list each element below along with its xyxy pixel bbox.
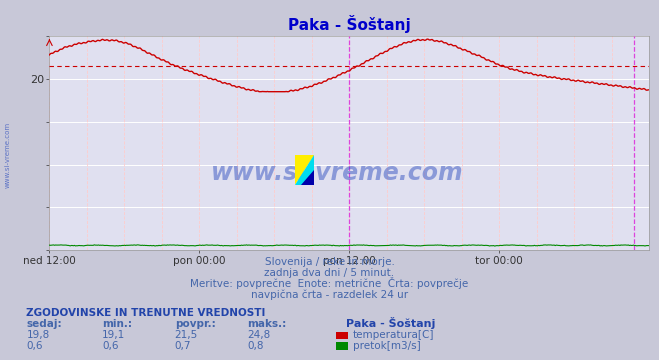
- Text: www.si-vreme.com: www.si-vreme.com: [4, 122, 11, 188]
- Text: zadnja dva dni / 5 minut.: zadnja dva dni / 5 minut.: [264, 268, 395, 278]
- Text: 19,8: 19,8: [26, 330, 49, 341]
- Text: sedaj:: sedaj:: [26, 319, 62, 329]
- Text: 19,1: 19,1: [102, 330, 125, 341]
- Polygon shape: [295, 155, 314, 185]
- Text: maks.:: maks.:: [247, 319, 287, 329]
- Text: navpična črta - razdelek 24 ur: navpična črta - razdelek 24 ur: [251, 289, 408, 300]
- Title: Paka - Šoštanj: Paka - Šoštanj: [288, 15, 411, 33]
- Text: 0,8: 0,8: [247, 341, 264, 351]
- Polygon shape: [301, 170, 314, 185]
- Text: 0,7: 0,7: [175, 341, 191, 351]
- Text: pretok[m3/s]: pretok[m3/s]: [353, 341, 420, 351]
- Text: 0,6: 0,6: [102, 341, 119, 351]
- Text: 0,6: 0,6: [26, 341, 43, 351]
- Text: 21,5: 21,5: [175, 330, 198, 341]
- Text: temperatura[C]: temperatura[C]: [353, 330, 434, 341]
- Text: ZGODOVINSKE IN TRENUTNE VREDNOSTI: ZGODOVINSKE IN TRENUTNE VREDNOSTI: [26, 308, 266, 318]
- Text: www.si-vreme.com: www.si-vreme.com: [212, 161, 464, 185]
- Text: Paka - Šoštanj: Paka - Šoštanj: [346, 316, 436, 329]
- Text: Meritve: povprečne  Enote: metrične  Črta: povprečje: Meritve: povprečne Enote: metrične Črta:…: [190, 277, 469, 289]
- Text: 24,8: 24,8: [247, 330, 270, 341]
- Text: povpr.:: povpr.:: [175, 319, 215, 329]
- Polygon shape: [295, 155, 314, 185]
- Text: min.:: min.:: [102, 319, 132, 329]
- Text: Slovenija / reke in morje.: Slovenija / reke in morje.: [264, 257, 395, 267]
